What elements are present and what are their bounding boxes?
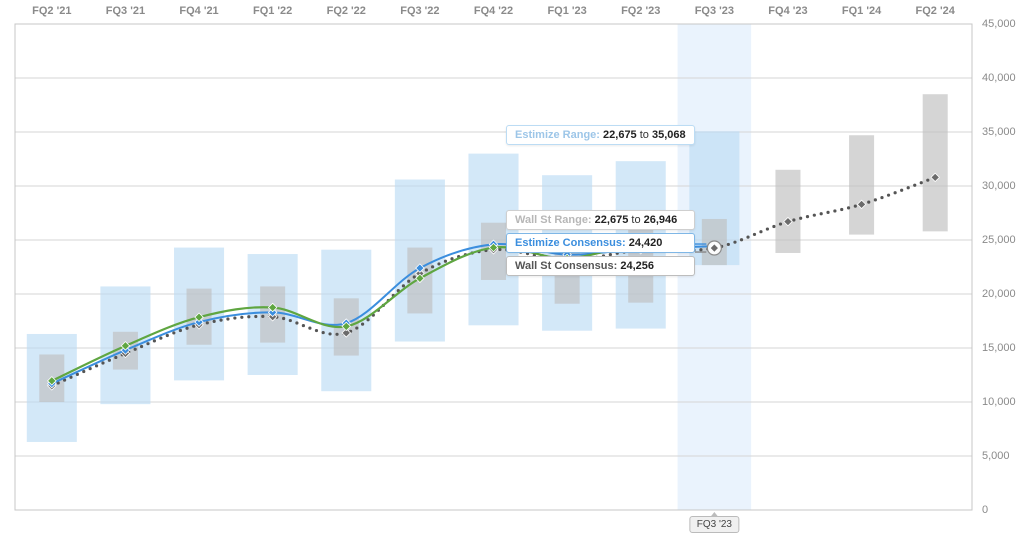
tooltip-wallst-range-low: 22,675 <box>595 214 629 226</box>
svg-text:FQ2 '21: FQ2 '21 <box>32 5 71 17</box>
svg-text:FQ2 '24: FQ2 '24 <box>916 5 956 17</box>
tooltip-estimize-range-low: 22,675 <box>603 129 637 141</box>
tooltip-gap <box>506 148 695 210</box>
tooltip-estimize-range-high: 35,068 <box>652 129 686 141</box>
tooltip-estimize-range-to: to <box>640 129 649 141</box>
svg-text:45,000: 45,000 <box>982 18 1016 30</box>
tooltip-estimize-consensus: Estimize Consensus: 24,420 <box>506 233 695 253</box>
xaxis-highlight-marker: FQ3 '23 <box>690 516 739 533</box>
tooltip-wallst-range-to: to <box>631 214 640 226</box>
svg-text:FQ1 '24: FQ1 '24 <box>842 5 882 17</box>
tooltip-wallst-cons-value: 24,256 <box>620 260 654 272</box>
svg-text:30,000: 30,000 <box>982 180 1016 192</box>
svg-text:FQ4 '22: FQ4 '22 <box>474 5 513 17</box>
svg-text:FQ4 '23: FQ4 '23 <box>768 5 807 17</box>
svg-text:20,000: 20,000 <box>982 288 1016 300</box>
estimates-chart: 0 5,000 10,000 15,000 20,000 25,000 30,000 35,0… <box>0 0 1024 542</box>
svg-text:FQ4 '21: FQ4 '21 <box>179 5 218 17</box>
svg-text:10,000: 10,000 <box>982 396 1016 408</box>
svg-text:FQ2 '22: FQ2 '22 <box>327 5 366 17</box>
svg-text:FQ1 '23: FQ1 '23 <box>547 5 586 17</box>
tooltip-estimize-range-label: Estimize Range: <box>515 129 600 141</box>
tooltip-wallst-range-label: Wall St Range: <box>515 214 592 226</box>
svg-text:5,000: 5,000 <box>982 450 1010 462</box>
svg-text:FQ3 '23: FQ3 '23 <box>695 5 734 17</box>
svg-text:40,000: 40,000 <box>982 72 1016 84</box>
tooltip-stack: Estimize Range: 22,675 to 35,068 Wall St… <box>506 125 695 279</box>
tooltip-wallst-range: Wall St Range: 22,675 to 26,946 <box>506 210 695 230</box>
svg-text:FQ3 '22: FQ3 '22 <box>400 5 439 17</box>
svg-text:FQ1 '22: FQ1 '22 <box>253 5 292 17</box>
tooltip-estimize-cons-label: Estimize Consensus: <box>515 237 626 249</box>
tooltip-wallst-cons-label: Wall St Consensus: <box>515 260 617 272</box>
svg-text:25,000: 25,000 <box>982 234 1016 246</box>
tooltip-wallst-consensus: Wall St Consensus: 24,256 <box>506 256 695 276</box>
svg-text:0: 0 <box>982 504 988 516</box>
tooltip-estimize-cons-value: 24,420 <box>629 237 663 249</box>
svg-text:35,000: 35,000 <box>982 126 1016 138</box>
tooltip-wallst-range-high: 26,946 <box>644 214 678 226</box>
svg-text:FQ3 '21: FQ3 '21 <box>106 5 145 17</box>
svg-text:FQ2 '23: FQ2 '23 <box>621 5 660 17</box>
tooltip-estimize-range: Estimize Range: 22,675 to 35,068 <box>506 125 695 145</box>
svg-text:15,000: 15,000 <box>982 342 1016 354</box>
xaxis-highlight-marker-label: FQ3 '23 <box>697 519 732 530</box>
